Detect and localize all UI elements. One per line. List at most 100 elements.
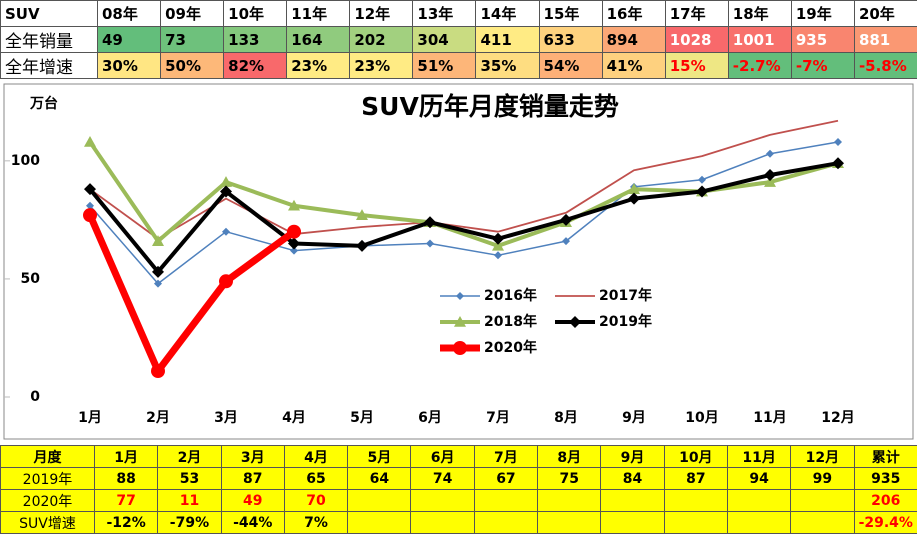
header-cell: 14年 [475, 0, 540, 27]
marker [454, 316, 466, 327]
header-cell: 5月 [347, 445, 412, 468]
cell: -44% [220, 511, 285, 534]
marker [764, 176, 776, 187]
monthly-table: 月度 1月 2月 3月 4月 5月 6月 7月 8月 9月 10月 11月 12月 累计 2019年 88 53… [0, 445, 917, 534]
marker [494, 251, 502, 260]
marker [628, 192, 640, 205]
cell: 88 [93, 467, 159, 490]
marker [834, 137, 842, 146]
cell: 1001 [727, 26, 792, 53]
cell: -29.4% [853, 511, 917, 534]
cell: 23% [286, 52, 351, 79]
header-cell: 7月 [473, 445, 539, 468]
marker [356, 239, 368, 252]
marker [492, 239, 504, 251]
cell [600, 511, 665, 534]
marker [569, 316, 581, 328]
marker [290, 246, 298, 255]
header-cell: 10月 [663, 445, 728, 468]
marker [152, 265, 164, 278]
marker [222, 227, 230, 236]
marker [766, 149, 774, 158]
cell: 77 [93, 489, 159, 512]
cell: 74 [410, 467, 475, 490]
marker [562, 237, 570, 246]
cell: 75 [537, 467, 602, 490]
marker [154, 279, 162, 288]
chart-frame [3, 83, 914, 440]
cell: 64 [347, 467, 412, 490]
header-cell: 3月 [220, 445, 285, 468]
marker [764, 169, 776, 182]
cell: 87 [663, 467, 728, 490]
cell [537, 511, 602, 534]
header-cell: 2月 [157, 445, 222, 468]
marker [83, 208, 97, 223]
legend-label: 2018年 [484, 313, 537, 330]
cell: 51% [412, 52, 477, 79]
cell: 49 [96, 26, 162, 53]
cell [537, 489, 602, 512]
x-tick-label: 7月 [486, 410, 510, 426]
row: SUV增速 -12% -79% -44% 7% -29.4% [0, 511, 917, 534]
marker [84, 183, 96, 196]
cell [347, 511, 412, 534]
cell: 82% [223, 52, 288, 79]
header-cell: 4月 [283, 445, 349, 468]
cell: 15% [664, 52, 729, 79]
series-line [86, 213, 297, 375]
y-tick-label: 100 [11, 153, 40, 169]
cell: 35% [475, 52, 540, 79]
chart: SUV历年月度销量走势 万台 0 50 100 1月 2月 3月 4月 5月 6月 7月 8月 9月 1… [3, 83, 914, 440]
x-tick-label: 9月 [622, 410, 646, 426]
x-tick-label: 8月 [554, 410, 578, 426]
header-cell: 19年 [790, 0, 855, 27]
cell: 935 [853, 467, 917, 490]
header-cell: 17年 [664, 0, 729, 27]
marker [453, 341, 467, 355]
row-label: 2020年 [0, 489, 95, 512]
series-line [88, 161, 839, 274]
cell: 49 [220, 489, 285, 512]
row-label: SUV增速 [0, 511, 95, 534]
header-cell: 8月 [537, 445, 602, 468]
cell: -5.8% [853, 52, 917, 79]
row: 2019年 88 53 87 65 64 74 67 75 84 87 94 99 935 [0, 467, 917, 490]
row-label: 2019年 [0, 467, 95, 490]
cell [410, 489, 475, 512]
legend-label: 2016年 [484, 287, 537, 304]
header-cell: 月度 [0, 445, 95, 468]
cell: -12% [93, 511, 159, 534]
x-tick-label: 5月 [350, 410, 374, 426]
row: 2020年 77 11 49 70 206 [0, 489, 917, 512]
header-cell: 18年 [727, 0, 792, 27]
cell: 935 [790, 26, 855, 53]
x-tick-label: 2月 [146, 410, 170, 426]
cell: 11 [157, 489, 222, 512]
row-label: 全年销量 [0, 26, 98, 53]
marker [219, 274, 233, 289]
cell: 881 [853, 26, 917, 53]
cell: 164 [286, 26, 351, 53]
y-tick-label: 50 [21, 271, 41, 287]
cell: 304 [412, 26, 477, 53]
cell: 30% [96, 52, 162, 79]
marker [84, 135, 96, 147]
marker [288, 199, 300, 211]
cell: 84 [600, 467, 665, 490]
x-tick-label: 12月 [821, 410, 854, 426]
x-tick-label: 11月 [753, 410, 786, 426]
x-tick-label: 10月 [685, 410, 718, 426]
marker [456, 292, 464, 300]
cell: 87 [220, 467, 285, 490]
cell [726, 489, 792, 512]
marker [220, 176, 232, 187]
marker [86, 201, 94, 210]
header-cell: 累计 [853, 445, 917, 468]
header-cell: 13年 [412, 0, 477, 27]
cell [410, 511, 475, 534]
annual-table: SUV 08年 09年 10年 11年 12年 13年 14年 15年 16年 17年 18年 19年 2… [0, 0, 917, 79]
marker [698, 175, 706, 184]
header-cell: 11年 [286, 0, 351, 27]
row: 全年销量 49 73 133 164 202 304 411 633 894 1028 1001 935… [0, 26, 917, 53]
